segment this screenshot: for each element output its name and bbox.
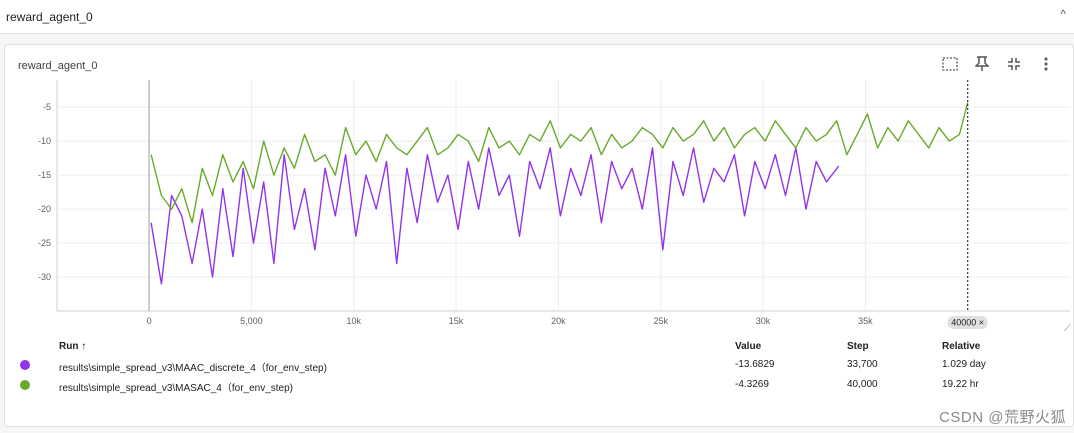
legend-row[interactable]: results\simple_spread_v3\MASAC_4（for_env… [5, 375, 1074, 395]
legend-header-value[interactable]: Value [735, 341, 762, 352]
line-chart[interactable]: -5 -10 -15 -20 -25 -30 0 5,000 10k 15k 20k 25k 30k 35… [5, 45, 1074, 335]
legend-value: -13.6829 [735, 359, 775, 370]
legend-step: 40,000 [847, 379, 878, 390]
legend-relative: 19.22 hr [942, 379, 979, 390]
series-color-dot [20, 380, 30, 390]
x-tick-label: 15k [449, 316, 464, 326]
legend-header-relative[interactable]: Relative [942, 341, 981, 352]
series-color-dot [20, 360, 30, 370]
x-tick-label: 35k [858, 316, 873, 326]
y-tick-label: -30 [38, 272, 51, 282]
run-header-bar: reward_agent_0 ^ [0, 0, 1074, 34]
legend-row[interactable]: results\simple_spread_v3\MAAC_discrete_4… [5, 355, 1074, 375]
card-toolbar [941, 55, 1055, 73]
pin-icon[interactable] [973, 55, 991, 73]
fit-domain-icon[interactable] [941, 55, 959, 73]
cursor-badge[interactable] [947, 316, 988, 329]
card-title: reward_agent_0 [18, 60, 98, 72]
collapse-icon[interactable] [1005, 55, 1023, 73]
y-tick-label: -5 [43, 102, 51, 112]
x-tick-label: 10k [346, 316, 361, 326]
more-vert-icon[interactable] [1037, 55, 1055, 73]
series-line [150, 102, 969, 224]
legend-header-step[interactable]: Step [847, 341, 869, 352]
cursor-label: 40000 × [951, 318, 984, 328]
x-tick-label: 5,000 [240, 316, 263, 326]
scalar-card: reward_agent_0 -5 -10 -15 -20 -25 -30 0 5,000 10… [4, 44, 1074, 427]
x-tick-label: 20k [551, 316, 566, 326]
legend-run-name: results\simple_spread_v3\MAAC_discrete_4… [59, 363, 327, 374]
legend-header-run[interactable]: Run ↑ [59, 341, 87, 352]
legend-relative: 1.029 day [942, 359, 986, 370]
y-tick-label: -25 [38, 238, 51, 248]
resize-handle-icon[interactable]: ⟋ [1064, 323, 1071, 334]
legend-value: -4.3269 [735, 379, 769, 390]
y-tick-label: -20 [38, 204, 51, 214]
legend-run-name: results\simple_spread_v3\MASAC_4（for_env… [59, 383, 293, 394]
legend-step: 33,700 [847, 359, 878, 370]
run-header-title: reward_agent_0 [6, 10, 93, 24]
watermark: CSDN @荒野火狐 [939, 409, 1066, 426]
chevron-up-icon[interactable]: ^ [1060, 7, 1066, 21]
y-tick-label: -15 [38, 170, 51, 180]
series-line [150, 147, 840, 285]
x-tick-label: 30k [756, 316, 771, 326]
y-tick-label: -10 [38, 136, 51, 146]
x-tick-label: 0 [147, 316, 152, 326]
x-tick-label: 25k [653, 316, 668, 326]
